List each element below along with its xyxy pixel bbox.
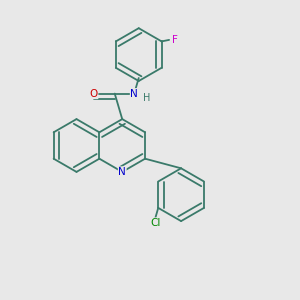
Text: Cl: Cl xyxy=(150,218,160,228)
Text: F: F xyxy=(172,35,177,45)
Text: N: N xyxy=(118,167,126,177)
Text: O: O xyxy=(90,88,98,99)
Text: N: N xyxy=(130,88,138,99)
Text: H: H xyxy=(142,93,150,103)
